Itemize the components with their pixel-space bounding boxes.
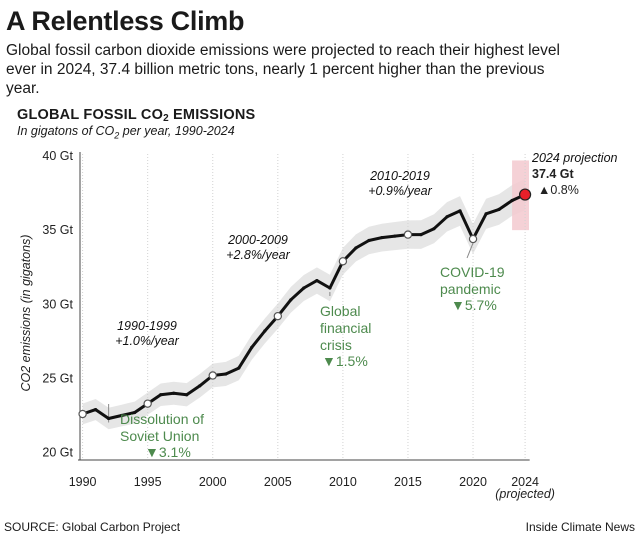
chart-subtitle-post: per year, 1990-2024 [119,124,235,138]
data-point [497,207,501,211]
data-point [159,393,163,397]
data-point [107,416,111,421]
leader-covid [466,242,474,259]
annotation-covid-line2: pandemic [440,281,501,297]
x-tick-label: 2010 [329,475,357,489]
x-tick-label: 2024 [511,475,539,489]
data-point [94,407,98,412]
highlight-point [208,371,217,380]
data-point [120,413,124,418]
annotation-financial-line1: Global [320,303,360,319]
chart-title-post: EMISSIONS [168,107,256,123]
credit-note: Inside Climate News [525,520,635,534]
data-point [393,234,397,238]
chart-title-pre: GLOBAL FOSSIL CO [17,107,164,123]
annotation-soviet-line2: Soviet Union [120,428,199,444]
data-point [172,391,176,395]
x-tick-label: 1990 [69,475,97,489]
annotation-covid-line1: COVID-19 [440,264,505,280]
chart-subtitle-sub: 2 [114,130,120,141]
data-point [289,298,293,302]
chart-subtitle: In gigatons of CO2 per year, 1990-2024 [17,124,235,141]
annotation-projection-change: ▲0.8% [538,183,579,197]
y-tick-label: 20 Gt [42,446,73,460]
x-tick-note: (projected) [495,487,555,501]
y-axis-title: CO2 emissions (in gigatons) [19,234,33,391]
projection-point [518,188,532,201]
data-point [302,286,306,290]
data-point [510,198,514,203]
annotation-period-1990: 1990-1999 [117,319,177,333]
page-title: A Relentless Climb [6,6,245,36]
annotation-projection-label: 2024 projection [531,151,618,165]
y-tick-label: 30 Gt [42,297,73,311]
annotation-financial-change: ▼1.5% [322,353,368,369]
highlight-point [403,230,413,239]
y-tick-label: 40 Gt [42,149,73,163]
annotation-projection-value: 37.4 Gt [532,167,575,181]
data-point [367,238,371,243]
data-point [432,227,436,231]
x-tick-label: 2005 [264,475,292,489]
data-point [458,209,462,213]
annotation-financial-line2: financial [320,320,371,336]
data-point [445,215,449,219]
data-point [198,384,202,388]
annotation-rate-1990: +1.0%/year [115,334,179,348]
chart-title: GLOBAL FOSSIL CO2 EMISSIONS [17,107,255,124]
x-tick-label: 2015 [394,475,422,489]
data-point [133,410,137,415]
y-tick-label: 25 Gt [42,371,73,385]
annotation-period-2010: 2010-2019 [369,169,430,183]
data-point [484,212,488,216]
source-note: SOURCE: Global Carbon Project [4,520,181,534]
annotation-soviet-line1: Dissolution of [120,411,204,427]
data-point [224,372,228,376]
annotation-covid-change: ▼5.7% [451,297,497,313]
chart-title-sub: 2 [163,113,169,124]
x-tick-label: 2020 [459,475,487,489]
data-point [185,393,189,397]
data-point [250,345,254,349]
chart-subtitle-pre: In gigatons of CO [17,124,115,138]
highlight-point [78,409,87,419]
x-tick-label: 2000 [199,475,227,489]
data-point [354,246,358,250]
highlight-point [273,311,283,321]
y-tick-label: 35 Gt [42,223,73,237]
x-tick-label: 1995 [134,475,162,489]
annotation-soviet-change: ▼3.1% [145,444,191,460]
annotation-period-2000: 2000-2009 [227,233,288,247]
data-point [237,366,241,370]
annotation-rate-2010: +0.9%/year [368,184,432,198]
annotation-rate-2000: +2.8%/year [226,248,290,262]
data-point [380,235,384,240]
highlight-point [468,234,478,244]
data-point [315,278,319,283]
page-subtitle: Global fossil carbon dioxide emissions w… [6,42,560,97]
highlight-point [143,399,152,408]
data-point [419,232,423,237]
data-point [263,329,267,333]
annotation-financial-line3: crisis [320,337,352,353]
data-point [328,286,332,290]
highlight-point [338,257,348,266]
uncertainty-band [82,179,526,430]
